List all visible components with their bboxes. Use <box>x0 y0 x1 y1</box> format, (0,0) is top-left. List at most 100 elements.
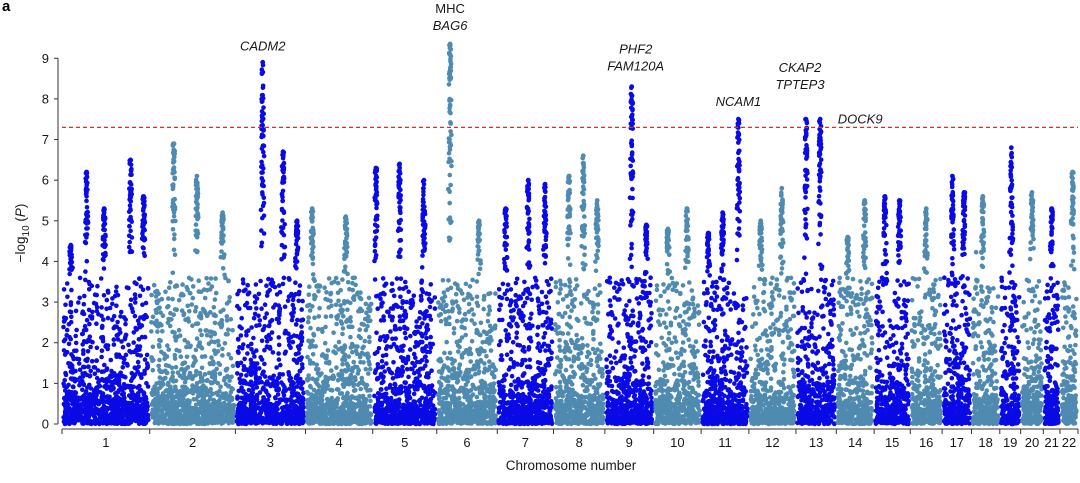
snp-point <box>245 282 250 288</box>
snp-point <box>256 291 262 297</box>
snp-point <box>224 314 230 319</box>
snp-point <box>235 363 241 369</box>
snp-point <box>157 337 162 343</box>
snp-point <box>89 358 95 364</box>
snp-point <box>237 376 242 382</box>
snp-point <box>261 395 267 401</box>
snp-point <box>279 229 284 234</box>
snp-point <box>193 347 199 353</box>
snp-point <box>128 378 134 384</box>
snp-point <box>358 394 364 400</box>
data-points <box>61 41 1079 427</box>
snp-point <box>226 278 231 284</box>
snp-point <box>213 290 219 296</box>
snp-point <box>115 292 121 298</box>
snp-point <box>296 289 302 295</box>
snp-point <box>200 392 206 398</box>
snp-point <box>230 403 235 408</box>
snp-point <box>285 298 291 304</box>
snp-point <box>422 316 427 321</box>
snp-point <box>170 370 176 375</box>
snp-point <box>155 392 160 398</box>
snp-point <box>346 324 352 330</box>
snp-point <box>416 411 421 417</box>
snp-point <box>275 402 280 407</box>
snp-point <box>217 371 223 377</box>
snp-point <box>305 319 311 325</box>
snp-point <box>402 330 408 336</box>
snp-point <box>112 324 118 329</box>
snp-point <box>193 308 198 314</box>
chromosome-3-points <box>234 59 307 427</box>
snp-point <box>419 265 425 270</box>
snp-point <box>179 367 184 372</box>
snp-point <box>101 266 107 271</box>
snp-point <box>351 402 357 408</box>
snp-point <box>342 368 348 373</box>
snp-point <box>69 264 74 269</box>
snp-point <box>375 306 381 312</box>
snp-point <box>404 299 409 305</box>
snp-point <box>290 339 296 345</box>
snp-point <box>367 339 372 345</box>
snp-point <box>299 335 305 340</box>
snp-point <box>157 344 162 349</box>
snp-point <box>216 360 221 366</box>
snp-point <box>390 386 396 392</box>
snp-point <box>294 226 299 232</box>
snp-point <box>121 391 126 396</box>
snp-point <box>80 421 85 426</box>
snp-point <box>68 319 74 325</box>
snp-point <box>111 342 117 347</box>
snp-point <box>262 315 268 321</box>
snp-point <box>334 387 340 392</box>
snp-point <box>220 217 225 223</box>
snp-point <box>135 347 140 353</box>
snp-point <box>77 295 82 301</box>
snp-point <box>259 164 264 169</box>
snp-point <box>62 378 67 383</box>
snp-point <box>66 341 72 347</box>
snp-point <box>114 400 120 406</box>
snp-point <box>294 259 300 264</box>
snp-point <box>144 352 150 358</box>
snp-point <box>141 251 147 256</box>
snp-point <box>267 287 273 293</box>
snp-point <box>126 342 131 348</box>
snp-point <box>410 303 415 308</box>
snp-point <box>101 293 107 298</box>
snp-point <box>488 348 494 353</box>
snp-point <box>258 355 264 360</box>
snp-point <box>158 381 163 386</box>
peak-point <box>84 169 89 175</box>
snp-point <box>86 414 92 420</box>
snp-point <box>330 376 335 381</box>
snp-point <box>170 329 175 335</box>
snp-point <box>94 304 100 310</box>
snp-point <box>358 290 363 295</box>
snp-point <box>78 379 83 385</box>
snp-point <box>424 335 429 341</box>
snp-point <box>322 340 328 346</box>
snp-point <box>422 204 427 210</box>
snp-point <box>172 148 177 154</box>
snp-point <box>86 364 91 370</box>
snp-point <box>171 202 176 207</box>
snp-point <box>220 346 225 352</box>
snp-point <box>340 326 346 331</box>
snp-point <box>296 356 302 362</box>
snp-point <box>206 370 212 376</box>
snp-point <box>414 359 420 365</box>
snp-point <box>290 297 296 303</box>
snp-point <box>140 287 146 293</box>
snp-point <box>319 401 325 406</box>
snp-point <box>322 285 327 291</box>
snp-point <box>102 244 107 249</box>
snp-point <box>192 355 198 361</box>
snp-point <box>100 391 106 396</box>
snp-point <box>83 220 88 225</box>
snp-point <box>244 415 250 421</box>
snp-point <box>111 313 117 319</box>
snp-point <box>286 276 292 282</box>
snp-point <box>69 254 74 260</box>
